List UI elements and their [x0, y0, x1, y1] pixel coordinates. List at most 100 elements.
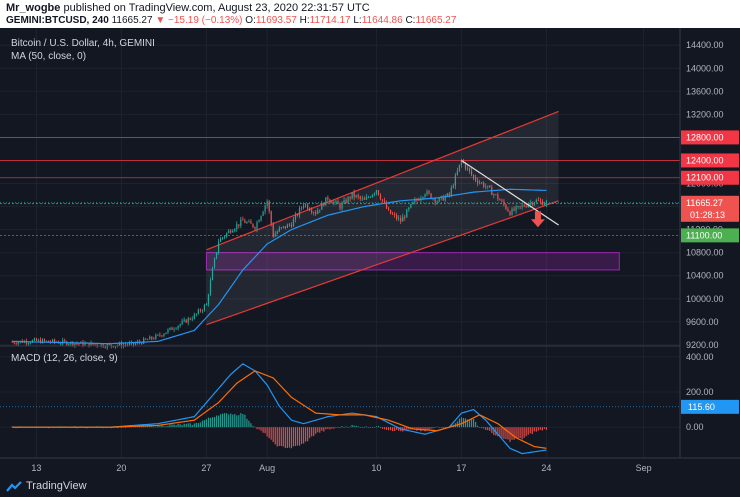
- candle-body: [517, 206, 519, 207]
- candle-body: [219, 238, 222, 242]
- macd-histogram-bar: [175, 425, 177, 428]
- macd-histogram-bar: [215, 415, 218, 428]
- macd-histogram-bar: [187, 423, 189, 428]
- macd-histogram-bar: [252, 425, 254, 428]
- candle-body: [286, 224, 288, 228]
- macd-histogram-bar: [345, 426, 347, 428]
- candle-body: [335, 201, 337, 202]
- candle-body: [371, 194, 373, 198]
- candle-body: [62, 340, 64, 344]
- candle-body: [52, 339, 54, 343]
- candle-body: [17, 342, 19, 344]
- candle-body: [147, 339, 149, 341]
- macd-histogram-bar: [497, 427, 499, 437]
- macd-histogram-bar: [513, 427, 515, 440]
- candle-body: [244, 220, 246, 224]
- author-name[interactable]: Mr_wogbe: [6, 2, 61, 14]
- candle-body: [361, 198, 363, 200]
- macd-histogram-bar: [491, 427, 493, 434]
- macd-histogram-bar: [485, 427, 487, 430]
- candle-body: [207, 294, 210, 304]
- macd-histogram-bar: [505, 427, 507, 440]
- time-tick-label: 24: [541, 463, 551, 473]
- macd-histogram-bar: [199, 422, 201, 428]
- candle-body: [533, 202, 535, 205]
- macd-histogram-bar: [543, 427, 546, 429]
- macd-histogram-bar: [406, 427, 408, 431]
- candle-body: [442, 196, 444, 201]
- macd-histogram-bar: [282, 427, 284, 447]
- macd-histogram-bar: [254, 426, 256, 428]
- macd-histogram-bar: [359, 427, 361, 428]
- candle-body: [458, 164, 461, 171]
- candle-body: [94, 344, 96, 346]
- macd-histogram-bar: [341, 426, 343, 428]
- candle-body: [396, 214, 398, 219]
- macd-histogram-bar: [466, 419, 469, 428]
- macd-histogram-bar: [167, 425, 169, 428]
- candle-body: [72, 341, 74, 346]
- level-price-tag-label: 12100.00: [686, 173, 724, 183]
- macd-axis[interactable]: 400.00 200.00 0.00 115.60: [681, 352, 739, 432]
- price-tick-label: 13600.00: [686, 86, 724, 96]
- macd-histogram-bar: [481, 427, 483, 429]
- candle-body: [367, 197, 369, 198]
- macd-histogram-bar: [290, 427, 293, 449]
- level-price-tag: [681, 170, 739, 185]
- macd-histogram-bar: [240, 413, 242, 428]
- candle-body: [355, 195, 357, 198]
- macd-histogram-bar: [507, 427, 509, 440]
- candle-body: [240, 219, 242, 226]
- macd-histogram-bar: [464, 418, 467, 428]
- candle-body: [236, 224, 238, 230]
- candle-body: [381, 199, 384, 201]
- macd-histogram-bar: [377, 425, 380, 428]
- macd-histogram-bar: [246, 418, 248, 428]
- macd-histogram-bar: [523, 427, 525, 438]
- candle-body: [377, 190, 380, 196]
- time-axis[interactable]: 13 20 27 Aug 10 17 24 Sep: [31, 463, 651, 473]
- macd-histogram-bar: [367, 427, 369, 428]
- macd-histogram-bar: [161, 424, 163, 428]
- candle-body: [408, 207, 410, 210]
- candle-body: [280, 227, 282, 229]
- candle-body: [513, 208, 515, 211]
- macd-histogram-bar: [327, 427, 329, 430]
- price-axis[interactable]: 14400.00 14000.00 13600.00 13200.00 12800.00…: [681, 40, 739, 350]
- macd-histogram-bar: [479, 427, 481, 428]
- tradingview-brand[interactable]: TradingView: [26, 480, 87, 492]
- macd-histogram-bar: [398, 427, 400, 431]
- candle-body: [424, 194, 426, 198]
- publish-header: Mr_wogbe published on TradingView.com, A…: [0, 0, 740, 28]
- candle-body: [436, 201, 438, 203]
- candle-body: [276, 231, 278, 234]
- candle-body: [541, 201, 543, 205]
- channel-upper-line: [206, 110, 559, 251]
- macd-histogram-bar: [276, 427, 278, 447]
- candle-body: [311, 210, 313, 213]
- candle-body: [282, 226, 284, 228]
- low-label: L:: [353, 15, 362, 26]
- candle-body: [404, 216, 406, 218]
- macd-histogram-bar: [195, 422, 197, 428]
- chart-area[interactable]: 14400.0014000.0013600.0013200.0012800.00…: [0, 28, 740, 477]
- candle-body: [159, 334, 161, 336]
- published-text: published on TradingView.com, August 23,…: [63, 2, 370, 14]
- time-tick-label: 13: [31, 463, 41, 473]
- macd-histogram-bar: [302, 427, 305, 444]
- candle-body: [479, 182, 481, 184]
- candle-body: [426, 191, 428, 195]
- macd-histogram-bar: [264, 427, 266, 434]
- macd-histogram-bar: [385, 427, 388, 430]
- candle-body: [333, 201, 335, 204]
- candle-body: [300, 207, 303, 209]
- macd-histogram-bar: [424, 427, 426, 432]
- macd-histogram-bar: [139, 426, 141, 428]
- candle-body: [537, 200, 539, 202]
- macd-histogram-bar: [311, 427, 313, 437]
- candle-body: [108, 344, 110, 345]
- macd-legend: MACD (12, 26, close, 9): [11, 353, 118, 364]
- macd-histogram-bar: [315, 427, 317, 434]
- macd-histogram-bar: [179, 424, 181, 428]
- macd-histogram-bar: [226, 413, 228, 428]
